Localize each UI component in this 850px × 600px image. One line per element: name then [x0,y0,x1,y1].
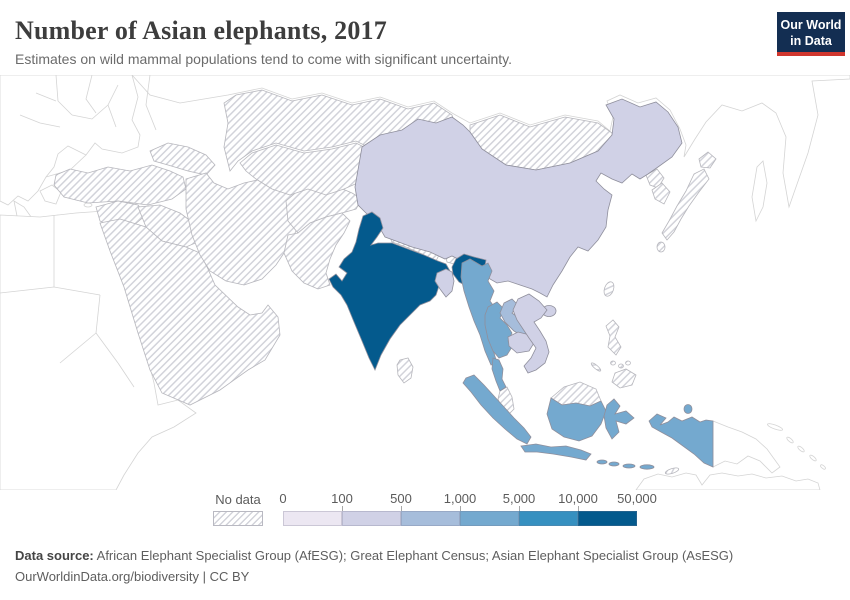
country-turkey[interactable] [53,164,187,206]
country-sakhalin [751,160,768,223]
data-countries [328,98,714,470]
country-thailand-peninsula [491,357,507,392]
country-philippines-luzon[interactable] [605,319,622,356]
island-new-britain [767,423,783,431]
island-sulawesi [603,398,635,440]
border-line [145,75,157,131]
country-papua-new-guinea [712,420,781,474]
border-line [19,114,61,128]
country-australia [635,472,821,490]
legend-tick-label: 500 [390,491,412,506]
island-flores [639,464,655,470]
legend-tick-label: 50,000 [617,491,657,506]
data-source-text: African Elephant Specialist Group (AfESG… [93,548,734,563]
island-sumbawa [622,463,636,469]
island-papua-indonesia [648,413,714,468]
country-india [328,211,451,371]
island-lombok [608,461,620,467]
country-north-korea[interactable] [645,168,665,189]
country-vietnam[interactable] [512,293,550,374]
legend-no-data-label: No data [215,492,261,507]
chart-footer: Data source: African Elephant Specialist… [15,545,733,587]
country-japan-hokkaido[interactable] [698,151,717,169]
island-solomon-2 [797,445,805,453]
data-source-line: Data source: African Elephant Specialist… [15,545,733,566]
legend-tick-label: 1,000 [443,491,477,506]
legend-tick-labels: 0 100 500 1,000 5,000 10,000 50,000 [279,491,657,507]
license-link[interactable]: OurWorldinData.org/biodiversity | CC BY [15,569,250,584]
island-sumatra [462,374,532,445]
border-line [117,362,135,388]
legend-tick-label: 5,000 [502,491,536,506]
border-line [55,75,73,116]
border-line [71,104,109,120]
country-pakistan[interactable] [283,212,351,290]
border-line [35,92,57,102]
country-philippines-mindanao[interactable] [611,368,637,389]
data-source-label: Data source: [15,548,94,563]
country-china-group[interactable] [354,98,683,317]
border-line [0,286,101,296]
island-cyprus [83,202,93,208]
legend-color-bar [283,511,637,526]
owid-logo[interactable]: Our World in Data [777,12,845,56]
country-russia [131,75,850,209]
country-philippines-palawan[interactable] [590,362,602,372]
country-japan-kyushu[interactable] [656,241,666,253]
country-indonesia-group[interactable] [462,374,714,470]
legend-no-data-swatch[interactable] [213,511,263,526]
island-timor[interactable] [664,467,680,476]
country-syria[interactable] [95,200,147,228]
world-map [0,75,850,490]
region-arabia[interactable] [99,218,281,406]
country-japan-honshu[interactable] [661,168,710,241]
island-java [520,443,592,461]
chart-subtitle: Estimates on wild mammal populations ten… [15,51,512,67]
border-line [59,332,97,364]
outline-countries [0,75,850,490]
country-bangladesh[interactable] [434,268,455,298]
country-greece [39,184,62,205]
island-halmahera [683,404,693,414]
legend-bin-5000-10000[interactable] [519,511,578,526]
island-kalimantan [546,397,607,442]
legend-ticks [283,506,637,512]
country-taiwan[interactable] [602,280,616,297]
legend-tick-label: 0 [279,491,287,506]
owid-logo-red-bar [777,52,845,56]
country-cambodia[interactable] [507,331,535,354]
legend-bin-0-100[interactable] [283,511,342,526]
border-line [85,75,97,114]
legend-bin-100-500[interactable] [342,511,401,526]
legend-bin-10000-50000[interactable] [578,511,637,526]
legend-bin-1000-5000[interactable] [460,511,519,526]
island-solomon-3 [809,454,817,462]
country-philippines-visayas-1[interactable] [610,360,616,366]
country-sri-lanka[interactable] [396,357,414,384]
country-china [354,98,683,298]
island-bali [596,459,608,465]
region-caucasus[interactable] [149,142,216,176]
legend-tick-label: 100 [331,491,353,506]
island-solomon-1 [786,436,794,444]
country-philippines-visayas-3[interactable] [625,360,631,366]
legend-bin-500-1000[interactable] [401,511,460,526]
page-title: Number of Asian elephants, 2017 [15,16,387,45]
owid-logo-text: Our World in Data [777,12,845,52]
legend-tick-label: 10,000 [558,491,598,506]
island-solomon-4 [820,464,826,470]
country-philippines-visayas-2[interactable] [618,363,624,369]
country-south-korea[interactable] [651,182,671,205]
